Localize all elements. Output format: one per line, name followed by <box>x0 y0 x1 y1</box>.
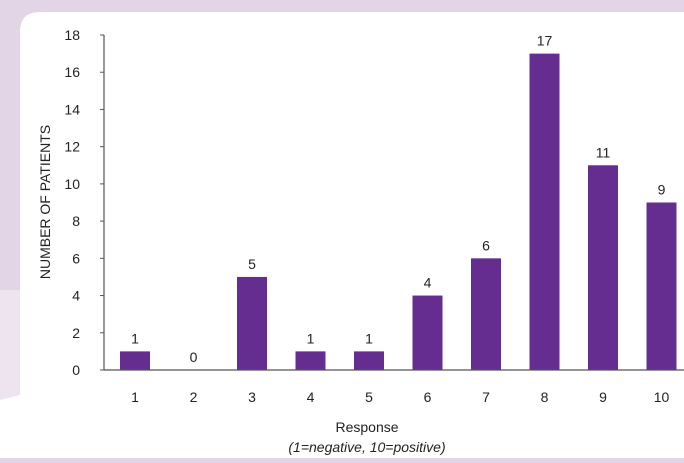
bar-1 <box>120 351 150 370</box>
bar-7 <box>471 258 501 370</box>
card-background <box>0 12 684 458</box>
bar-value-label: 6 <box>482 237 490 253</box>
x-axis-sublabel: (1=negative, 10=positive) <box>288 439 445 455</box>
y-tick-label: 8 <box>72 213 80 229</box>
bar-3 <box>237 276 267 370</box>
x-tick-label: 2 <box>190 389 198 405</box>
y-tick-label: 12 <box>64 139 80 155</box>
y-axis-label: NUMBER OF PATIENTS <box>37 125 53 279</box>
x-tick-label: 3 <box>248 389 256 405</box>
x-axis-label: Response <box>335 419 398 435</box>
bar-value-label: 1 <box>131 330 139 346</box>
y-tick-label: 4 <box>72 288 80 304</box>
bar-value-label: 4 <box>424 275 432 291</box>
x-tick-label: 10 <box>654 389 670 405</box>
bar-8 <box>529 53 560 370</box>
bar-value-label: 1 <box>307 330 315 346</box>
bar-value-label: 5 <box>248 256 256 272</box>
y-tick-label: 10 <box>64 176 80 192</box>
bar-value-label: 11 <box>596 144 611 160</box>
y-tick-label: 14 <box>64 101 80 117</box>
bar-value-label: 9 <box>658 182 666 198</box>
x-tick-label: 5 <box>365 389 373 405</box>
x-tick-label: 8 <box>541 389 549 405</box>
bar-value-label: 17 <box>537 33 553 49</box>
x-tick-label: 6 <box>424 389 432 405</box>
bar-value-label: 1 <box>365 330 373 346</box>
y-tick-label: 2 <box>72 325 80 341</box>
bar-4 <box>295 351 326 370</box>
x-tick-label: 1 <box>131 389 139 405</box>
y-tick-label: 18 <box>64 27 80 43</box>
bar-9 <box>588 165 618 370</box>
bar-10 <box>646 202 677 370</box>
x-tick-label: 9 <box>599 389 607 405</box>
y-tick-label: 16 <box>64 64 80 80</box>
bar-6 <box>412 295 443 370</box>
bar-value-label: 0 <box>190 349 198 365</box>
x-tick-label: 4 <box>307 389 315 405</box>
x-tick-label: 7 <box>482 389 490 405</box>
bar-5 <box>354 351 384 370</box>
y-tick-label: 6 <box>72 250 80 266</box>
y-tick-label: 0 <box>72 362 80 378</box>
